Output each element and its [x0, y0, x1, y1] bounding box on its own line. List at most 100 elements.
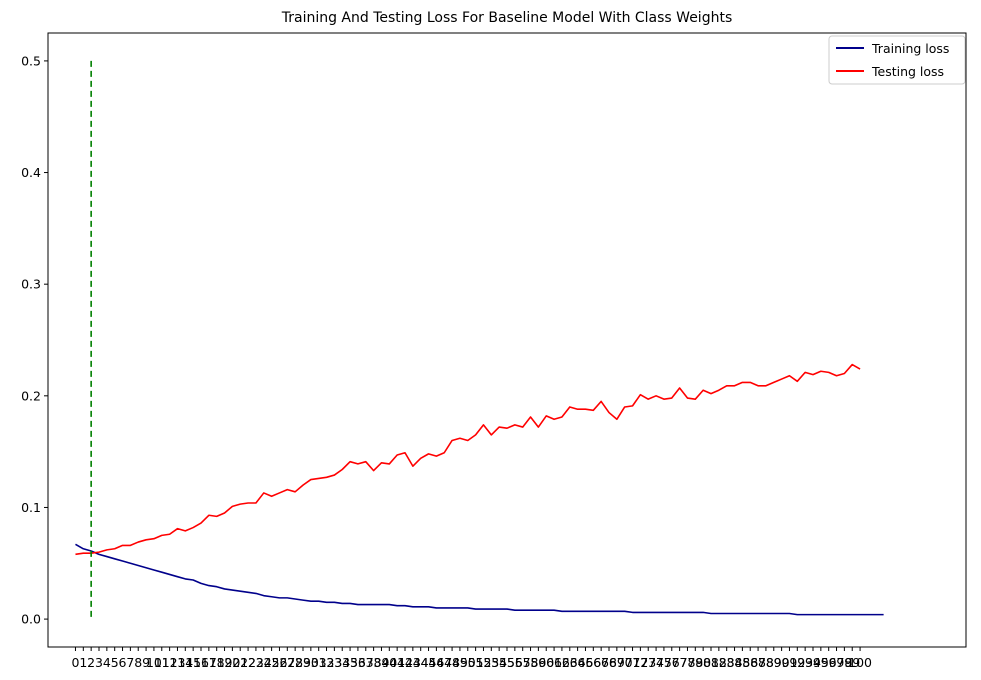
x-tick-label: 8 [134, 655, 142, 670]
data-point [750, 382, 751, 383]
data-point [365, 604, 366, 605]
x-tick-label: 21 [232, 655, 248, 670]
data-point [200, 522, 201, 523]
data-point [279, 492, 280, 493]
data-point [506, 608, 507, 609]
x-tick-label: 80 [695, 655, 711, 670]
data-point [287, 489, 288, 490]
data-point [263, 595, 264, 596]
y-tick-label: 0.5 [21, 53, 41, 68]
data-point [287, 597, 288, 598]
data-point [295, 598, 296, 599]
data-point [859, 614, 860, 615]
data-point [365, 461, 366, 462]
data-point [844, 614, 845, 615]
x-tick-label: 45 [421, 655, 437, 670]
data-point [153, 538, 154, 539]
data-point [608, 611, 609, 612]
data-point [750, 613, 751, 614]
data-point [122, 560, 123, 561]
data-point [585, 611, 586, 612]
data-point [671, 612, 672, 613]
x-tick-label: 16 [193, 655, 209, 670]
data-point [389, 463, 390, 464]
x-tick-label: 14 [177, 655, 193, 670]
data-point [467, 607, 468, 608]
data-point [326, 477, 327, 478]
data-point [797, 614, 798, 615]
data-point [797, 381, 798, 382]
x-tick-label: 85 [734, 655, 750, 670]
x-tick-label: 15 [185, 655, 201, 670]
data-point [687, 612, 688, 613]
data-point [828, 372, 829, 373]
y-tick-label: 0.2 [21, 388, 41, 403]
data-point [326, 602, 327, 603]
data-point [106, 556, 107, 557]
x-tick-label: 48 [444, 655, 460, 670]
data-point [271, 596, 272, 597]
data-point [859, 368, 860, 369]
x-tick-label: 47 [436, 655, 452, 670]
x-tick-label: 94 [805, 655, 821, 670]
data-point [773, 382, 774, 383]
x-tick-label: 1 [79, 655, 87, 670]
x-tick-label: 41 [389, 655, 405, 670]
data-point [679, 387, 680, 388]
x-tick-label: 88 [758, 655, 774, 670]
data-point [663, 612, 664, 613]
data-point [302, 485, 303, 486]
data-point [232, 506, 233, 507]
data-point [200, 583, 201, 584]
data-point [593, 611, 594, 612]
y-tick-label: 0.0 [21, 612, 41, 627]
data-point [569, 406, 570, 407]
data-point [436, 607, 437, 608]
x-tick-label: 37 [358, 655, 374, 670]
data-point [616, 611, 617, 612]
x-tick-label: 58 [523, 655, 539, 670]
data-point [514, 424, 515, 425]
data-point [695, 399, 696, 400]
data-point [114, 558, 115, 559]
data-point [75, 554, 76, 555]
x-tick-label: 69 [609, 655, 625, 670]
data-point [279, 597, 280, 598]
x-tick-label: 60 [538, 655, 554, 670]
data-point [742, 613, 743, 614]
data-point [318, 601, 319, 602]
x-tick-label: 76 [664, 655, 680, 670]
series-line-training [75, 543, 884, 616]
data-point [844, 373, 845, 374]
x-tick-label: 43 [405, 655, 421, 670]
x-tick-label: 51 [468, 655, 484, 670]
x-tick-label: 91 [782, 655, 798, 670]
x-tick-label: 86 [742, 655, 758, 670]
x-tick-label: 68 [601, 655, 617, 670]
data-point [334, 602, 335, 603]
data-point [499, 608, 500, 609]
x-tick-label: 23 [248, 655, 264, 670]
x-tick-label: 70 [617, 655, 633, 670]
data-point [216, 586, 217, 587]
data-point [648, 399, 649, 400]
data-point [624, 611, 625, 612]
x-tick-label: 100 [848, 655, 872, 670]
data-point [169, 534, 170, 535]
data-point [342, 469, 343, 470]
x-tick-label: 62 [554, 655, 570, 670]
x-tick-label: 90 [774, 655, 790, 670]
data-point [812, 374, 813, 375]
x-tick-label: 6 [119, 655, 127, 670]
data-point [318, 478, 319, 479]
data-point [530, 610, 531, 611]
data-point [98, 554, 99, 555]
x-tick-label: 50 [460, 655, 476, 670]
x-tick-label: 42 [397, 655, 413, 670]
data-point [742, 382, 743, 383]
data-point [412, 606, 413, 607]
data-point [161, 572, 162, 573]
legend-label-training: Training loss [871, 41, 949, 56]
x-tick-label: 78 [680, 655, 696, 670]
